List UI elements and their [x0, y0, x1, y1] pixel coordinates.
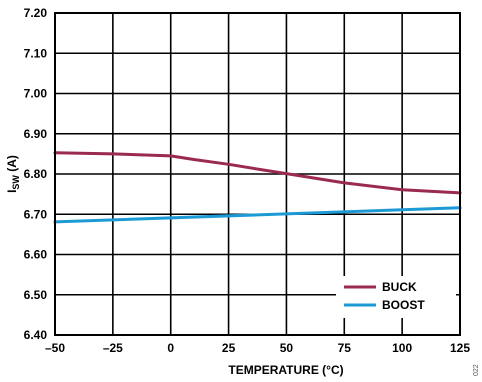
legend: BUCK BOOST — [336, 276, 456, 318]
y-tick-labels: 6.40 6.50 6.60 6.70 6.80 6.90 7.00 7.10 7.20 — [24, 6, 48, 342]
y-tick-label-4: 6.80 — [24, 167, 48, 181]
series-line-boost — [53, 206, 462, 224]
x-tick-label-6: 100 — [392, 341, 412, 355]
x-tick-label-1: –25 — [103, 341, 123, 355]
y-tick-label-0: 6.40 — [24, 328, 48, 342]
legend-label-boost: BOOST — [382, 298, 425, 312]
figure-id: 022 — [473, 364, 480, 376]
x-axis-title: TEMPERATURE (°C) — [228, 363, 343, 377]
y-axis-title-unit: (A) — [5, 155, 19, 175]
y-tick-label-8: 7.20 — [24, 6, 48, 20]
x-tick-label-7: 125 — [450, 341, 470, 355]
x-tick-label-2: 0 — [167, 341, 174, 355]
x-tick-labels: –50 –25 0 25 50 75 100 125 — [45, 341, 470, 355]
legend-label-buck: BUCK — [382, 280, 417, 294]
x-tick-label-4: 50 — [280, 341, 294, 355]
y-tick-label-3: 6.70 — [24, 207, 48, 221]
y-tick-label-1: 6.50 — [24, 288, 48, 302]
plot-border — [54, 12, 461, 336]
y-axis-title: ISW (A) — [5, 155, 21, 193]
series-line-buck — [53, 151, 462, 195]
x-tick-label-0: –50 — [45, 341, 65, 355]
series-lines — [53, 151, 462, 224]
x-tick-label-5: 75 — [338, 341, 352, 355]
x-tick-label-3: 25 — [222, 341, 236, 355]
y-tick-label-5: 6.90 — [24, 127, 48, 141]
plot-frame — [54, 12, 461, 336]
y-axis-title-sub: SW — [11, 175, 21, 190]
y-tick-label-2: 6.60 — [24, 248, 48, 262]
y-axis-title-main: I — [5, 190, 19, 193]
y-tick-label-7: 7.10 — [24, 46, 48, 60]
y-tick-label-6: 7.00 — [24, 87, 48, 101]
legend-box — [336, 276, 456, 318]
